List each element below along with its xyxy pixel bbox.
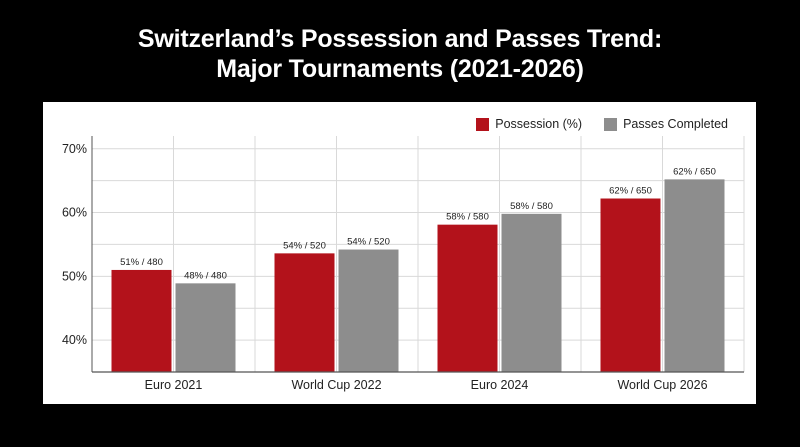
x-tick-label: Euro 2021 [145, 378, 203, 392]
legend-item-possession: Possession (%) [476, 117, 582, 131]
bar-chart: 40% 50% 60% 70% 51% / 480 48% / 480 Euro 2021 5… [62, 136, 745, 392]
bar-possession [437, 224, 498, 372]
x-tick-label: World Cup 2026 [617, 378, 707, 392]
bar-possession [274, 253, 335, 372]
bar-possession [111, 269, 172, 372]
y-tick-label: 40% [62, 333, 87, 347]
y-tick-label: 60% [62, 206, 87, 220]
y-tick-label: 70% [62, 142, 87, 156]
bar-possession [600, 198, 661, 372]
bar-passes [175, 283, 236, 372]
y-tick-label: 50% [62, 269, 87, 283]
chart-legend: Possession (%) Passes Completed [476, 116, 728, 132]
legend-item-passes: Passes Completed [604, 117, 728, 131]
data-label: 62% / 650 [673, 166, 716, 177]
chart-title: Switzerland’s Possession and Passes Tren… [0, 24, 800, 84]
x-tick-label: World Cup 2022 [291, 378, 381, 392]
chart-title-line-2: Major Tournaments (2021-2026) [216, 55, 584, 83]
legend-swatch-possession [476, 117, 490, 131]
legend-label-possession: Possession (%) [495, 117, 583, 131]
data-label: 51% / 480 [120, 257, 163, 268]
data-label: 54% / 520 [347, 237, 390, 248]
data-label: 58% / 580 [446, 212, 489, 223]
legend-label-passes: Passes Completed [623, 117, 728, 131]
x-tick-label: Euro 2024 [471, 378, 529, 392]
data-label: 54% / 520 [283, 240, 326, 251]
chart-title-line-1: Switzerland’s Possession and Passes Tren… [137, 25, 663, 53]
data-label: 58% / 580 [510, 201, 553, 212]
bar-passes [501, 213, 562, 372]
bar-passes [338, 249, 399, 372]
data-label: 48% / 480 [184, 270, 227, 281]
bar-passes [664, 179, 725, 372]
chart-panel: 40% 50% 60% 70% 51% / 480 48% / 480 Euro 2021 5… [43, 102, 756, 404]
legend-swatch-passes [604, 117, 618, 131]
data-label: 62% / 650 [609, 186, 652, 197]
